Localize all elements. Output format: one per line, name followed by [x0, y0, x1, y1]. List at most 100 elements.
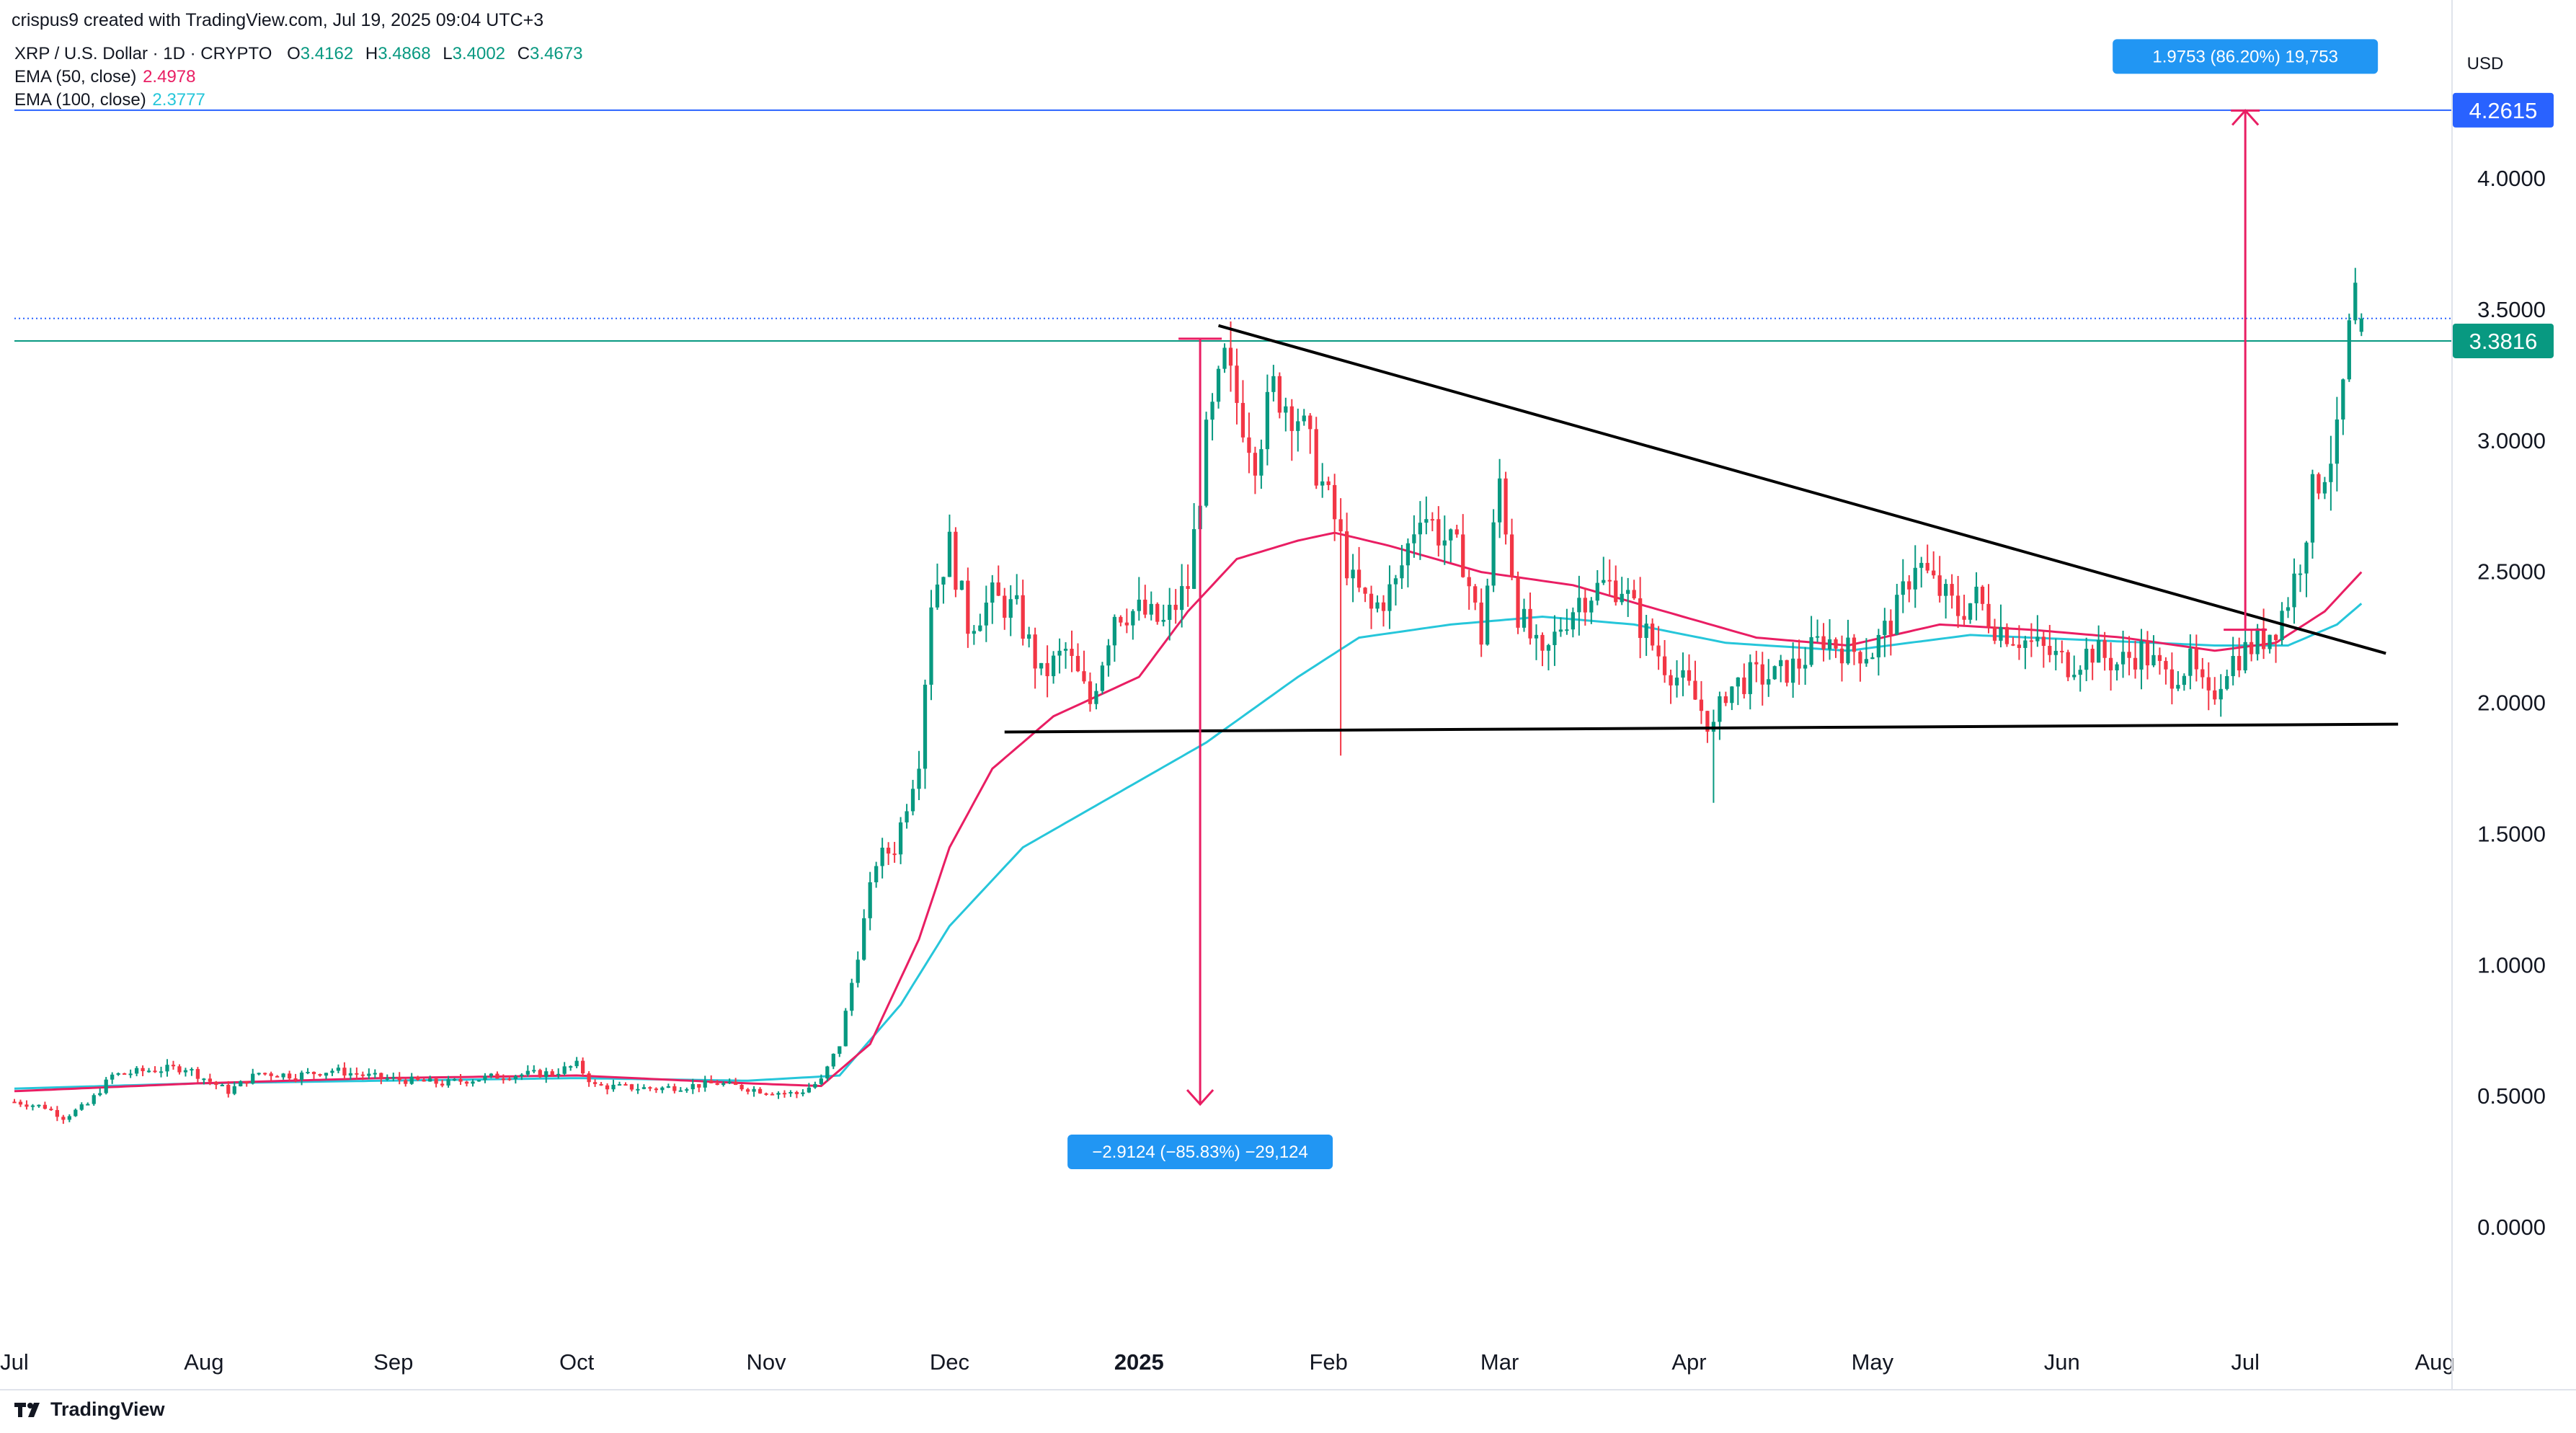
- candle: [422, 1078, 426, 1082]
- price-axis[interactable]: USD 0.0000 0.5000 1.0000 1.5000 2.0000 2.5000 3…: [2453, 54, 2554, 1240]
- candle: [226, 1081, 231, 1098]
- candle-body: [1302, 415, 1306, 422]
- candle-body: [232, 1086, 236, 1094]
- candle: [379, 1072, 383, 1085]
- candle-body: [2151, 655, 2156, 666]
- horizontal-support-line[interactable]: [1004, 722, 2399, 734]
- candle: [1687, 654, 1692, 686]
- candle-body: [281, 1073, 285, 1078]
- candle-body: [1980, 586, 1985, 604]
- candle: [1693, 660, 1697, 701]
- candle-body: [1944, 584, 1948, 596]
- candle: [611, 1079, 616, 1092]
- candle-body: [2237, 656, 2242, 671]
- candle: [813, 1081, 817, 1089]
- candle-body: [1271, 376, 1276, 392]
- measure-down[interactable]: −2.9124 (−85.83%) −29,124: [1067, 337, 1333, 1170]
- candle-body: [776, 1093, 781, 1095]
- candle-body: [947, 531, 952, 577]
- candle-body: [1308, 415, 1313, 430]
- candle: [1289, 399, 1294, 461]
- candle-body: [1112, 616, 1117, 646]
- candle: [1119, 615, 1123, 626]
- candle: [2072, 655, 2077, 680]
- candle: [1718, 691, 1722, 740]
- candle: [244, 1081, 249, 1087]
- candle-body: [984, 603, 988, 626]
- candle-body: [409, 1076, 414, 1084]
- candle: [2151, 635, 2156, 667]
- candle: [1021, 580, 1025, 646]
- candle-body: [1803, 665, 1808, 669]
- candle: [972, 625, 976, 645]
- candle-body: [220, 1085, 224, 1087]
- candle: [263, 1072, 267, 1076]
- candle-body: [1723, 696, 1728, 704]
- candle: [171, 1060, 176, 1070]
- candle-body: [740, 1085, 744, 1090]
- candle: [434, 1077, 438, 1088]
- candle-body: [1296, 421, 1300, 431]
- candle: [923, 679, 928, 789]
- candle: [660, 1086, 665, 1093]
- candle: [123, 1073, 127, 1075]
- candle: [1308, 413, 1313, 454]
- candle: [1534, 624, 1539, 660]
- candle: [2133, 641, 2138, 679]
- candle-body: [2231, 656, 2235, 676]
- x-tick-label: Jul: [0, 1349, 29, 1375]
- candle: [801, 1089, 805, 1097]
- candle-body: [1119, 616, 1123, 623]
- candle-body: [2206, 677, 2211, 691]
- candle-body: [1852, 637, 1857, 652]
- tradingview-footer[interactable]: TradingView: [14, 1398, 165, 1421]
- candle-body: [1571, 612, 1576, 630]
- candle: [2292, 558, 2296, 624]
- candle-body: [355, 1073, 359, 1075]
- candle-body: [146, 1070, 151, 1073]
- candle-body: [1210, 401, 1214, 420]
- candle: [959, 580, 964, 590]
- descending-resistance-line[interactable]: [1217, 324, 2386, 655]
- candle-body: [550, 1071, 554, 1075]
- ohlc-close-value: 3.4673: [530, 44, 583, 63]
- candle-body: [1901, 581, 1905, 595]
- candle: [1901, 559, 1905, 613]
- candle-body: [1779, 660, 1783, 667]
- candle: [2090, 644, 2095, 680]
- candle-body: [1235, 365, 1239, 404]
- candle: [1614, 565, 1618, 606]
- trendlines[interactable]: [1004, 324, 2399, 734]
- candle: [1919, 556, 1924, 588]
- axis-currency-label[interactable]: USD: [2467, 54, 2504, 74]
- ema100-value: 2.3777: [152, 90, 205, 110]
- candle: [1356, 546, 1362, 593]
- candle-body: [1082, 671, 1086, 682]
- candle: [1797, 639, 1801, 685]
- measure-annotations[interactable]: −2.9124 (−85.83%) −29,124 1.9753 (86.20%)…: [1067, 39, 2379, 1170]
- time-axis[interactable]: Jul Aug Sep Oct Nov Dec 2025 Feb Mar Apr May Jun Jul…: [0, 0, 2576, 1390]
- candle-body: [831, 1053, 835, 1067]
- candle: [391, 1073, 396, 1081]
- candle: [1430, 512, 1434, 531]
- candle-body: [2164, 660, 2168, 670]
- legend-ema100-row[interactable]: EMA (100, close) 2.3777: [14, 88, 582, 111]
- candle-body: [2359, 318, 2363, 332]
- candle: [532, 1065, 536, 1073]
- candle: [49, 1106, 53, 1112]
- candle-body: [666, 1086, 670, 1088]
- candle: [1986, 584, 1991, 634]
- candle-body: [1504, 478, 1508, 535]
- candle: [1589, 597, 1594, 624]
- measure-up[interactable]: 1.9753 (86.20%) 19,753: [2113, 39, 2379, 631]
- candle-body: [1595, 582, 1599, 601]
- legend-ema50-row[interactable]: EMA (50, close) 2.4978: [14, 65, 582, 88]
- candle-body: [2102, 640, 2107, 658]
- symbol-title[interactable]: XRP / U.S. Dollar · 1D · CRYPTO: [14, 44, 272, 63]
- y-tick-label: 4.0000: [2477, 166, 2546, 191]
- candle: [1344, 513, 1349, 586]
- candle: [2182, 673, 2186, 691]
- candle: [1962, 594, 1966, 626]
- candle: [2317, 472, 2321, 500]
